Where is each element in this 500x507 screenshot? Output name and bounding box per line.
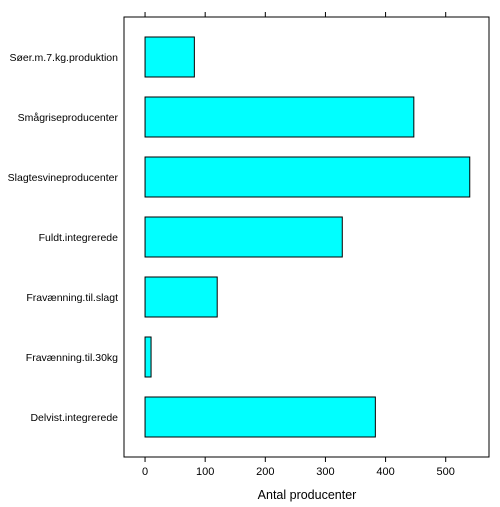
bar bbox=[144, 156, 471, 198]
category-label: Fravænning.til.30kg bbox=[26, 352, 118, 364]
x-axis-ticks: 0 100 200 300 400 500 bbox=[142, 12, 455, 478]
bar bbox=[144, 96, 415, 138]
category-label: Fuldt.integrerede bbox=[39, 232, 119, 244]
category-label: Søer.m.7.kg.produktion bbox=[9, 52, 118, 64]
x-tick-label: 400 bbox=[376, 466, 394, 478]
x-tick-label: 0 bbox=[142, 466, 148, 478]
bar bbox=[144, 336, 152, 378]
bar bbox=[144, 216, 343, 258]
x-tick-label: 500 bbox=[437, 466, 455, 478]
category-labels: Søer.m.7.kg.produktion Smågriseproducente… bbox=[8, 52, 119, 424]
bar bbox=[144, 276, 218, 318]
x-tick-label: 200 bbox=[256, 466, 274, 478]
x-tick-label: 100 bbox=[196, 466, 214, 478]
category-label: Smågriseproducenter bbox=[18, 112, 119, 124]
category-label: Delvist.integrerede bbox=[30, 412, 118, 424]
bar bbox=[144, 36, 195, 78]
bar bbox=[144, 396, 376, 438]
category-label: Slagtesvineproducenter bbox=[8, 172, 119, 184]
x-axis-title: Antal producenter bbox=[258, 488, 357, 502]
plot-frame bbox=[123, 16, 490, 458]
category-label: Fravænning.til.slagt bbox=[26, 292, 118, 304]
x-tick-label: 300 bbox=[316, 466, 334, 478]
bars-group bbox=[144, 36, 471, 438]
